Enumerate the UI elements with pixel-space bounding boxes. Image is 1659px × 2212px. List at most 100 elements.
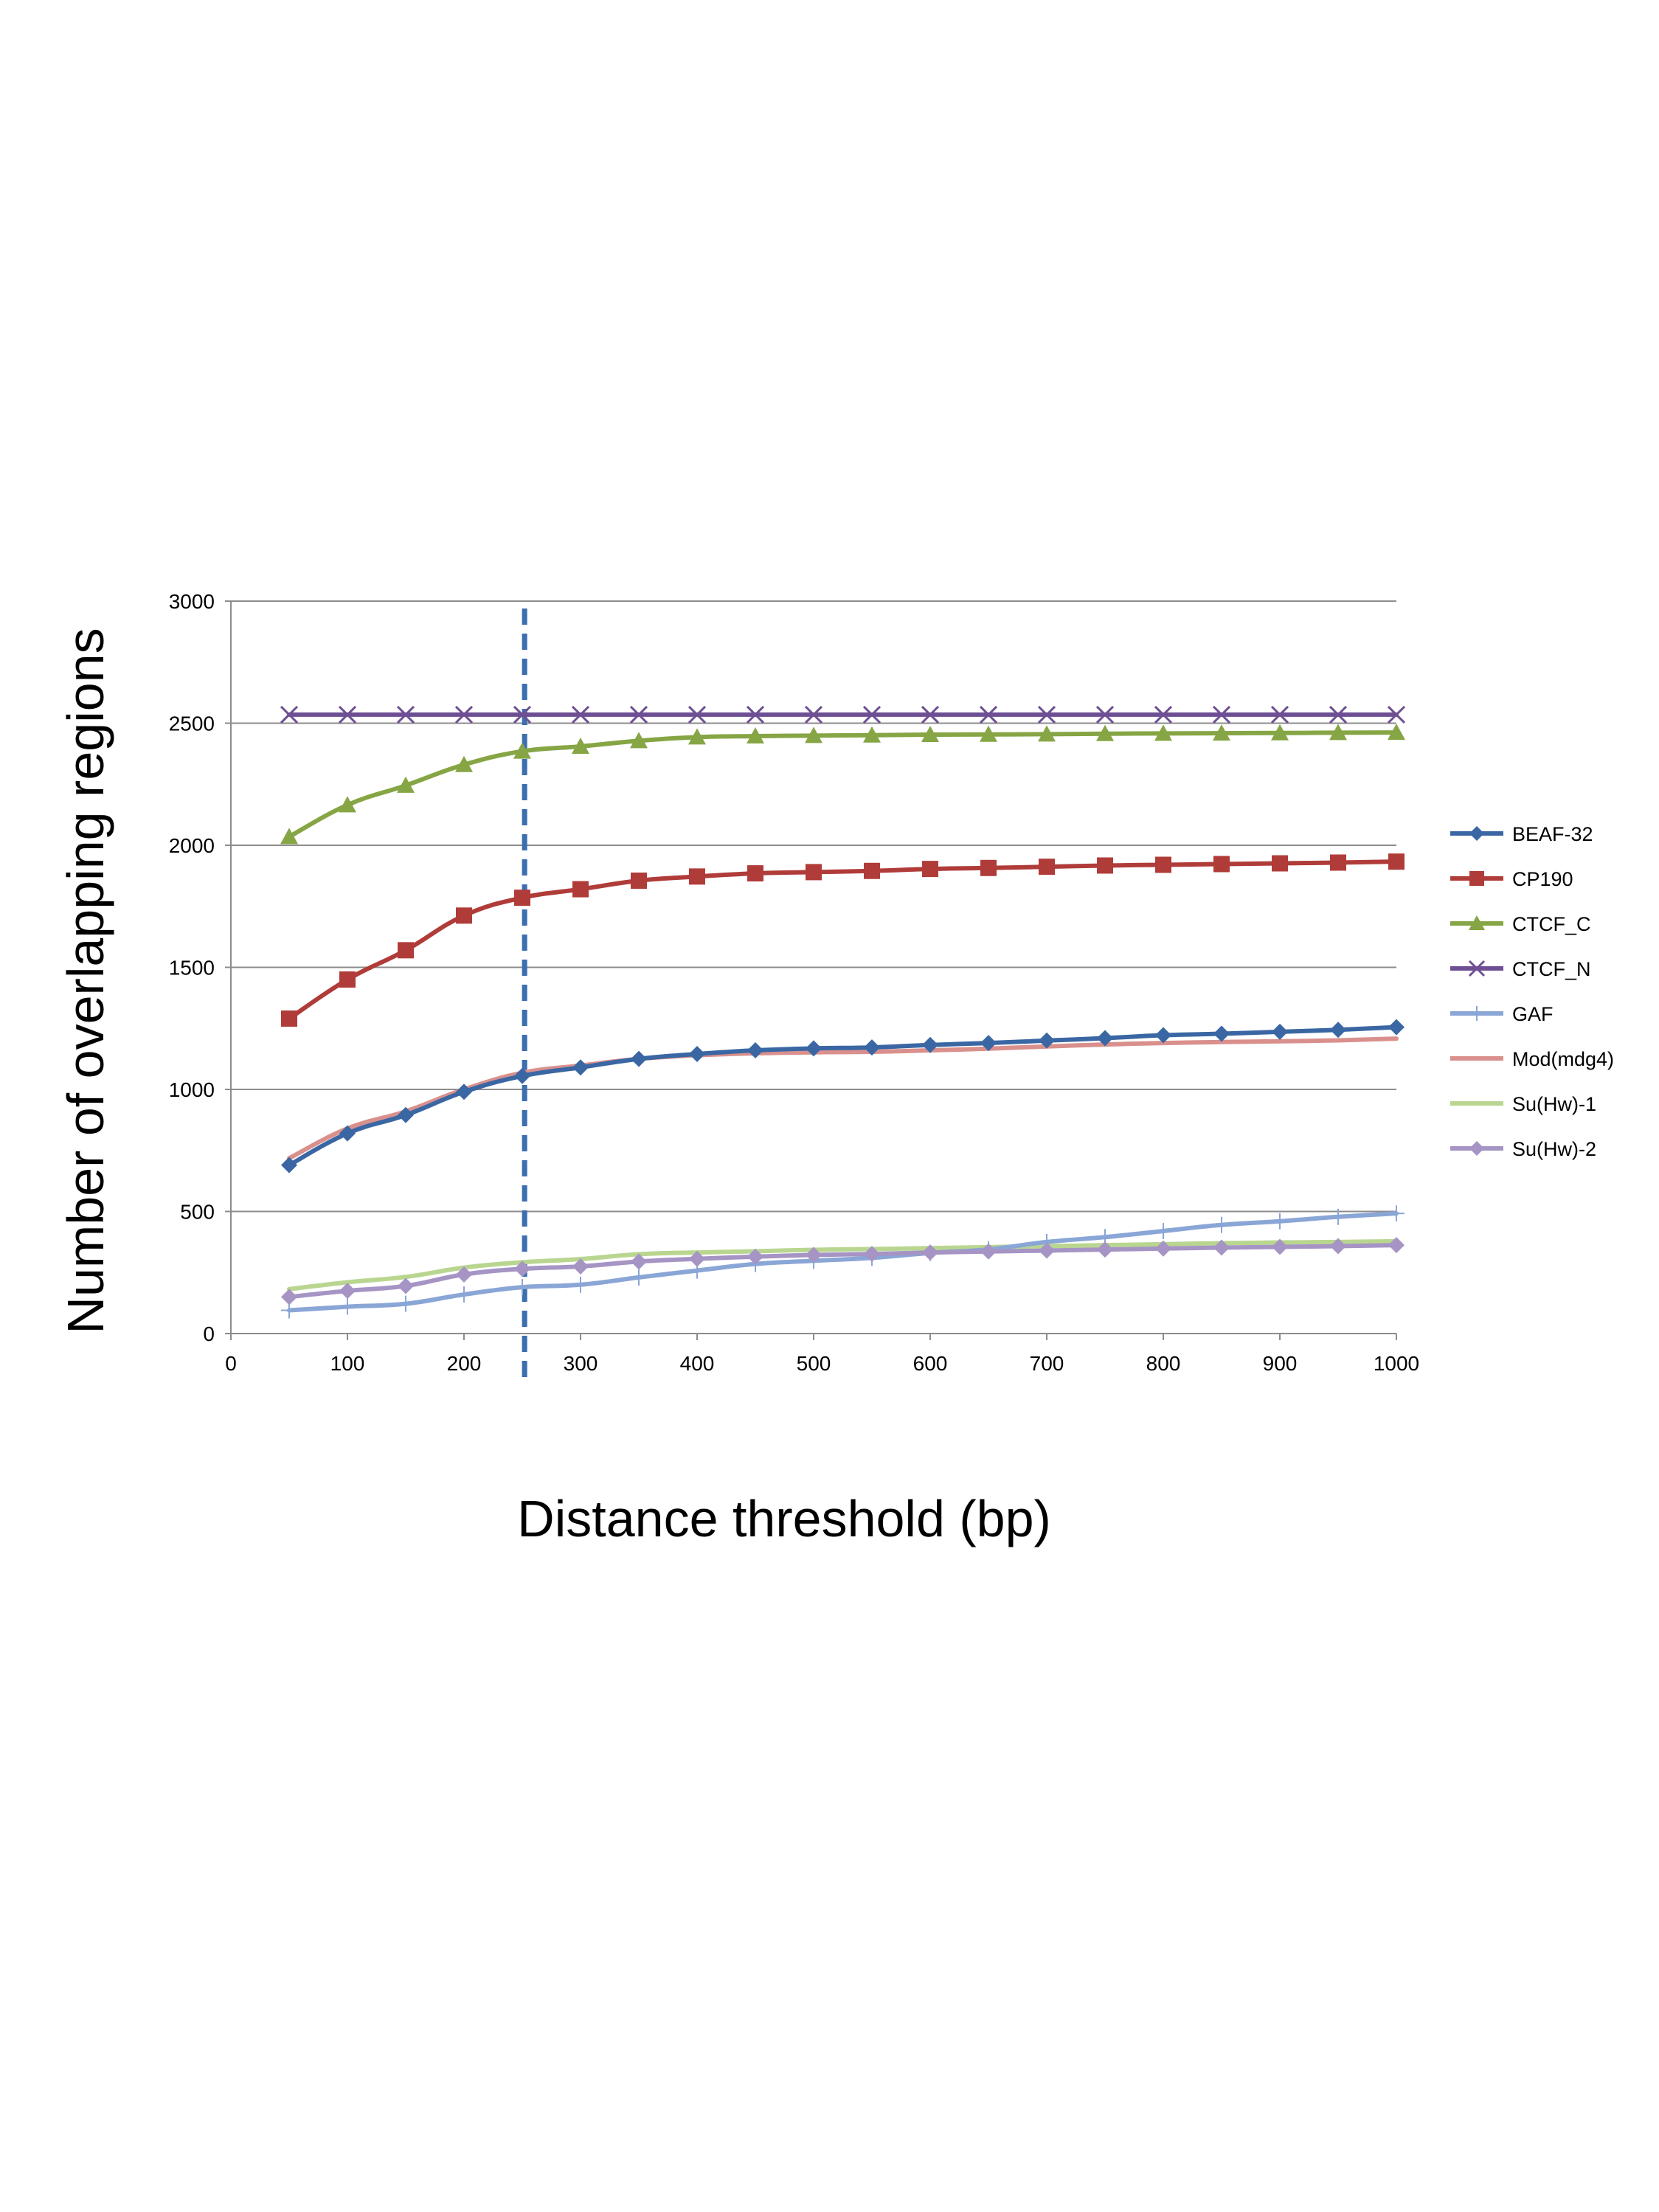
series-line-mod-mdg4 <box>287 1036 1399 1161</box>
gridlines <box>231 600 1396 1213</box>
legend-label: Su(Hw)-2 <box>1512 1138 1596 1160</box>
triangle-marker <box>1271 724 1289 741</box>
diamond-marker <box>281 1289 297 1306</box>
square-marker <box>980 859 997 876</box>
triangle-marker <box>1329 724 1347 741</box>
series-gaf <box>281 1205 1405 1319</box>
x-marker <box>1095 705 1115 724</box>
diamond-marker <box>689 1250 705 1267</box>
x-marker-stroke <box>1154 705 1173 724</box>
square-marker <box>689 868 705 885</box>
series-ctcf-n <box>280 705 1406 724</box>
diamond-marker <box>1155 1240 1171 1257</box>
y-tick-label: 1500 <box>169 957 215 980</box>
diamond-marker <box>1213 1025 1230 1042</box>
triangle-marker <box>1213 724 1230 741</box>
plus-marker <box>339 1298 356 1315</box>
y-tick-label: 0 <box>203 1322 215 1345</box>
x-marker-stroke <box>979 705 998 724</box>
triangle-marker <box>980 725 997 742</box>
x-marker-stroke <box>804 705 823 724</box>
legend-label: CP190 <box>1512 868 1573 890</box>
diamond-marker <box>806 1040 822 1057</box>
legend: BEAF-32 CP190 CTCF_C CTCF_N GAF Mod(mdg4) Su(H… <box>1450 823 1614 1160</box>
triangle-marker <box>513 742 531 759</box>
legend-item-ctcf-n: CTCF_N <box>1450 958 1591 980</box>
series-beaf-32 <box>281 1019 1405 1173</box>
x-marker <box>804 705 823 724</box>
y-tick-labels: 0 500 1000 1500 2000 2500 3000 <box>169 590 215 1345</box>
diamond-marker <box>1330 1022 1346 1039</box>
x-marker <box>862 705 882 724</box>
y-tick-label: 2500 <box>169 713 215 735</box>
plus-marker <box>631 1269 647 1286</box>
y-tick-label: 1000 <box>169 1078 215 1101</box>
x-tick-label: 300 <box>564 1352 598 1375</box>
x-tick-label: 600 <box>913 1352 948 1375</box>
x-marker <box>1387 705 1406 724</box>
diamond-marker <box>747 1248 763 1265</box>
square-marker <box>922 861 938 878</box>
square-marker <box>456 907 472 924</box>
diamond-marker <box>572 1059 589 1076</box>
diamond-marker <box>339 1125 356 1142</box>
square-marker <box>864 862 880 879</box>
diamond-marker <box>1388 1237 1405 1254</box>
square-marker <box>1213 856 1230 873</box>
x-marker-stroke <box>1468 960 1486 977</box>
series-line-su-hw-1 <box>287 1238 1399 1292</box>
x-marker <box>1037 705 1056 724</box>
x-marker-stroke <box>1329 705 1348 724</box>
triangle-marker <box>1154 724 1172 741</box>
diamond-marker <box>398 1277 414 1294</box>
plus-marker <box>514 1279 530 1296</box>
diamond-marker <box>1388 1019 1405 1036</box>
diamond-marker <box>456 1266 472 1283</box>
triangle-marker <box>397 776 415 793</box>
diamond-marker <box>806 1247 822 1263</box>
x-marker-stroke <box>454 705 474 724</box>
legend-item-su-hw-1: Su(Hw)-1 <box>1450 1093 1596 1115</box>
x-marker <box>571 705 590 724</box>
square-marker <box>747 865 763 882</box>
x-marker <box>1154 705 1173 724</box>
x-marker <box>1329 705 1348 724</box>
series-ctcf-c <box>280 724 1405 845</box>
y-axis-title: Number of overlapping regions <box>57 628 114 1334</box>
square-marker <box>1155 856 1171 873</box>
x-marker <box>513 705 532 724</box>
legend-label: BEAF-32 <box>1512 823 1593 845</box>
x-marker-stroke <box>1387 705 1406 724</box>
x-marker <box>396 705 415 724</box>
diamond-marker <box>1272 1023 1288 1040</box>
square-marker <box>339 971 356 988</box>
x-tick-labels: 0 100 200 300 400 500 600 700 800 900 1000 <box>225 1352 1419 1375</box>
series-line-beaf-32 <box>287 1024 1399 1168</box>
x-marker-stroke <box>513 705 532 724</box>
series-line-cp190 <box>287 859 1399 1022</box>
series-mod-mdg4 <box>287 1036 1399 1161</box>
diamond-marker <box>689 1046 705 1063</box>
diamond-marker <box>980 1243 997 1260</box>
triangle-marker <box>1469 915 1485 930</box>
diamond-marker <box>514 1067 530 1084</box>
legend-label: CTCF_C <box>1512 913 1591 935</box>
diamond-marker <box>1155 1027 1171 1044</box>
diamond-marker <box>1469 826 1484 841</box>
x-marker-stroke <box>338 705 357 724</box>
diamond-marker <box>1097 1030 1113 1047</box>
plus-marker <box>1213 1216 1230 1233</box>
diamond-marker <box>281 1157 297 1173</box>
diamond-marker <box>1469 1141 1484 1156</box>
triangle-marker <box>1388 724 1405 741</box>
diamond-marker <box>747 1042 763 1059</box>
x-marker <box>1270 705 1289 724</box>
plus-marker <box>398 1295 414 1312</box>
plus-marker <box>1469 1006 1484 1021</box>
diamond-marker <box>398 1106 414 1123</box>
x-marker <box>629 705 648 724</box>
diamond-marker <box>980 1035 997 1052</box>
diamond-marker <box>572 1258 589 1275</box>
x-marker-stroke <box>1037 705 1056 724</box>
x-tick-label: 700 <box>1030 1352 1064 1375</box>
